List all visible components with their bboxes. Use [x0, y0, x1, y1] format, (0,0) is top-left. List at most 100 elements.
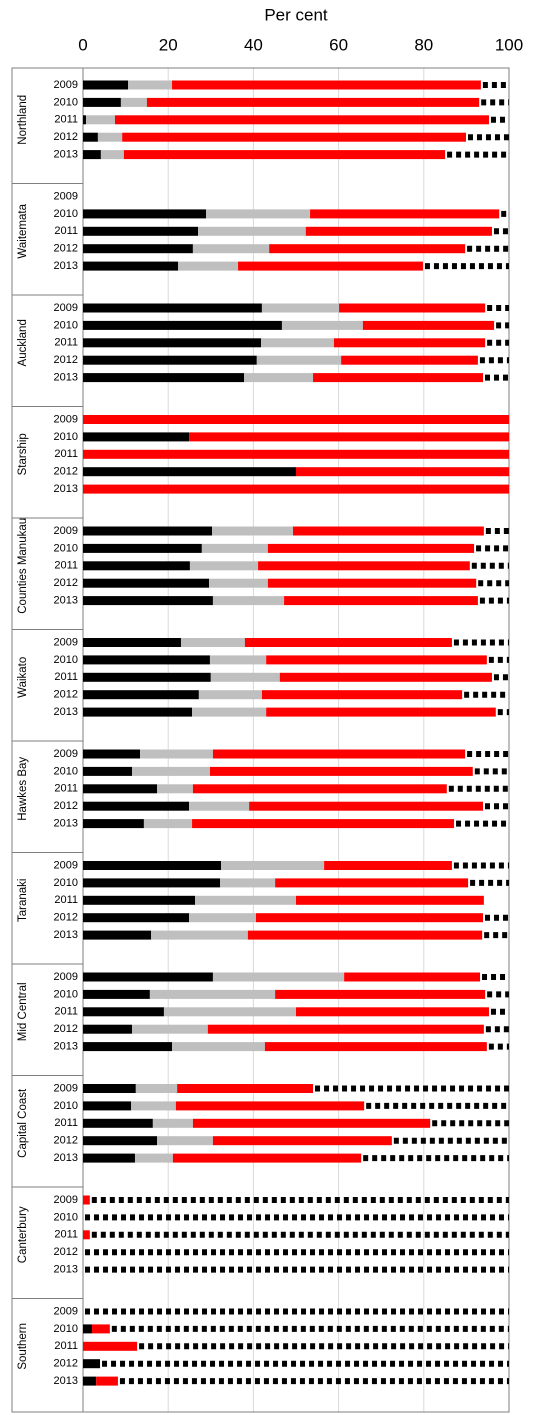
y-tick-label: 2010: [54, 431, 78, 443]
y-tick-label: 2012: [54, 243, 78, 255]
bar-segment: [238, 261, 423, 271]
bar-segment: [261, 690, 463, 700]
bar-segment: [85, 115, 115, 125]
bar-segment: [83, 1024, 132, 1034]
bar-segment: [293, 526, 484, 536]
bar-segment: [206, 209, 311, 219]
bar-segment: [296, 1007, 489, 1017]
bar-segment: [212, 596, 285, 606]
bar-segment: [281, 320, 363, 330]
group-label: Waitemata: [17, 203, 29, 258]
bar-segment: [149, 989, 276, 999]
x-tick-label: 100: [495, 35, 523, 54]
bar-segment: [177, 1084, 314, 1093]
bar-segment: [83, 578, 210, 588]
frame: [11, 67, 510, 1413]
bar-segment: [275, 878, 469, 888]
bar-segment: [344, 972, 481, 982]
bar-segment: [83, 1084, 136, 1093]
y-tick-label: 2009: [54, 636, 78, 648]
y-tick-label: 2013: [54, 595, 78, 607]
bar-segment: [83, 655, 210, 665]
y-tick-label: 2011: [54, 1006, 78, 1018]
y-tick-label: 2010: [54, 765, 78, 777]
bar-segment: [163, 1007, 296, 1017]
bar-segment: [296, 467, 509, 477]
bar-segment: [207, 1024, 484, 1034]
bar-segment: [212, 1136, 392, 1146]
bar-segment: [157, 784, 193, 794]
y-tick-label: 2009: [54, 1194, 78, 1206]
bar-segment: [83, 1153, 135, 1163]
bar-segment: [83, 1324, 92, 1334]
bar-segment: [83, 972, 213, 982]
y-tick-label: 2010: [54, 1100, 78, 1112]
y-tick-label: 2012: [54, 689, 78, 701]
bar-segment: [83, 150, 101, 160]
y-tick-label: 2009: [54, 525, 78, 537]
bar-segment: [114, 115, 489, 125]
bar-segment: [83, 1195, 90, 1205]
x-tick-label: 80: [414, 35, 433, 54]
y-tick-label: 2009: [54, 1305, 78, 1317]
bar-segment: [192, 819, 455, 829]
bar-segment: [192, 244, 270, 254]
y-tick-label: 2013: [54, 149, 78, 161]
bar-segment: [134, 1153, 173, 1163]
bar-segment: [83, 97, 121, 107]
bar-segment: [198, 226, 306, 236]
y-tick-label: 2013: [54, 1375, 78, 1387]
group-label: Capital Coast: [17, 1088, 29, 1158]
y-tick-label: 2013: [54, 706, 78, 718]
bar-segment: [83, 913, 190, 923]
bar-segment: [189, 913, 256, 923]
bar-segment: [83, 449, 509, 459]
bar-segment: [83, 373, 245, 383]
y-tick-label: 2013: [54, 1152, 78, 1164]
bar-segment: [96, 1376, 118, 1386]
y-tick-label: 2012: [54, 577, 78, 589]
group-label: Taranaki: [17, 879, 29, 922]
y-tick-label: 2012: [54, 131, 78, 143]
y-tick-label: 2011: [54, 783, 78, 795]
bar-segment: [146, 97, 480, 107]
bar-segment: [122, 132, 466, 142]
y-tick-label: 2012: [54, 912, 78, 924]
y-tick-label: 2009: [54, 748, 78, 760]
x-tick-label: 20: [159, 35, 178, 54]
bar-segment: [100, 150, 124, 160]
bar-segment: [255, 913, 484, 923]
y-tick-label: 2011: [54, 894, 78, 906]
bar-segment: [264, 1042, 487, 1052]
bar-segment: [192, 1118, 431, 1128]
bar-segment: [83, 784, 158, 794]
y-tick-label: 2009: [54, 859, 78, 871]
bar-segment: [324, 861, 452, 870]
y-tick-label: 2013: [54, 1264, 78, 1276]
y-tick-label: 2009: [54, 302, 78, 314]
bar-segment: [296, 895, 484, 905]
y-tick-label: 2010: [54, 1323, 78, 1335]
bar-segment: [210, 672, 280, 682]
bar-segment: [189, 801, 250, 811]
bar-segment: [123, 150, 446, 160]
bar-segment: [157, 1136, 213, 1146]
bar-segment: [83, 707, 193, 717]
bar-segment: [120, 97, 147, 107]
bar-segment: [83, 801, 190, 811]
bar-segment: [284, 596, 478, 606]
bar-segment: [269, 244, 466, 254]
group-label: Waikato: [17, 657, 29, 698]
x-axis-label: Per cent: [264, 5, 328, 24]
x-tick-label: 0: [78, 35, 87, 54]
bar-segment: [209, 655, 267, 665]
x-tick-label: 60: [329, 35, 348, 54]
y-tick-label: 2009: [54, 413, 78, 425]
y-tick-label: 2009: [54, 79, 78, 91]
bar-segment: [83, 115, 86, 125]
bar-segment: [83, 132, 98, 142]
bar-segment: [189, 561, 259, 571]
y-tick-label: 2010: [54, 877, 78, 889]
bar-segment: [83, 338, 262, 348]
